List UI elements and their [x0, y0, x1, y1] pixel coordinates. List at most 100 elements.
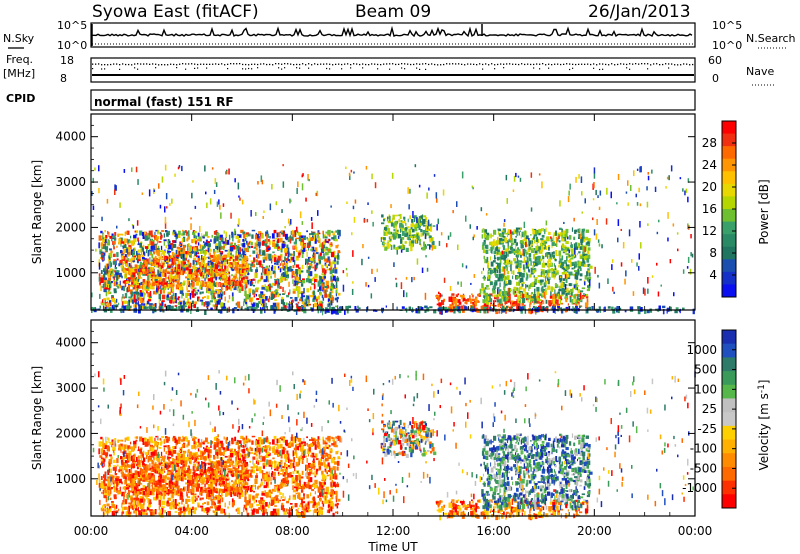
heatmap-cell [361, 258, 363, 266]
heatmap-cell [258, 245, 261, 249]
heatmap-cell [188, 262, 192, 267]
heatmap-cell [138, 277, 143, 279]
heatmap-cell [217, 264, 219, 268]
heatmap-cell [131, 299, 135, 304]
heatmap-cell [345, 305, 349, 310]
power-colorbar-label: Power [dB] [757, 179, 771, 244]
heatmap-cell [526, 292, 529, 296]
heatmap-cell [125, 248, 129, 253]
heatmap-cell [166, 206, 168, 209]
heatmap-cell [473, 274, 476, 278]
heatmap-cell [536, 286, 540, 292]
heatmap-cell [512, 251, 516, 254]
heatmap-cell [325, 458, 327, 462]
heatmap-cell [548, 246, 550, 251]
heatmap-cell [353, 171, 355, 174]
heatmap-cell [522, 297, 526, 303]
heatmap-cell [531, 282, 535, 287]
heatmap-cell [188, 268, 192, 275]
heatmap-cell [588, 276, 592, 281]
heatmap-cell [139, 268, 142, 274]
heatmap-cell [208, 265, 212, 268]
heatmap-cell [326, 303, 330, 307]
heatmap-cell [544, 292, 548, 295]
heatmap-cell [496, 252, 500, 255]
heatmap-cell [312, 276, 316, 279]
heatmap-cell [324, 258, 328, 262]
heatmap-cell [213, 267, 215, 270]
heatmap-cell [420, 215, 423, 219]
heatmap-cell [301, 244, 303, 249]
heatmap-cell [171, 282, 175, 287]
heatmap-cell [401, 306, 405, 309]
heatmap-cell [292, 273, 297, 277]
heatmap-cell [272, 239, 276, 242]
heatmap-cell [328, 258, 331, 266]
heatmap-cell [315, 298, 318, 302]
heatmap-cell [288, 292, 290, 296]
heatmap-cell [532, 270, 536, 274]
heatmap-cell [242, 250, 245, 255]
heatmap-cell [332, 437, 335, 440]
heatmap-cell [116, 488, 119, 493]
heatmap-cell [317, 444, 321, 449]
heatmap-cell [547, 285, 551, 290]
heatmap-cell [156, 283, 160, 288]
heatmap-cell [236, 277, 239, 281]
heatmap-cell [107, 436, 109, 441]
heatmap-cell [422, 232, 425, 236]
heatmap-cell [166, 295, 169, 301]
heatmap-cell [137, 243, 141, 246]
heatmap-cell [313, 465, 316, 470]
heatmap-cell [192, 278, 196, 282]
heatmap-cell [331, 287, 334, 291]
heatmap-cell [159, 266, 161, 271]
heatmap-cell [292, 231, 295, 238]
heatmap-cell [111, 296, 114, 299]
heatmap-cell [137, 294, 139, 301]
heatmap-cell [137, 297, 140, 301]
heatmap-cell [277, 304, 280, 310]
heatmap-cell [403, 227, 406, 231]
heatmap-cell [512, 275, 514, 280]
heatmap-cell [176, 297, 178, 300]
freq-unit: [MHz] [3, 67, 35, 80]
heatmap-cell [209, 300, 213, 303]
heatmap-cell [320, 308, 322, 313]
heatmap-cell [440, 309, 443, 315]
heatmap-cell [565, 266, 569, 270]
heatmap-cell [525, 251, 528, 255]
heatmap-cell [166, 285, 171, 288]
heatmap-cell [319, 256, 323, 260]
heatmap-cell [223, 484, 227, 487]
heatmap-cell [143, 300, 145, 304]
heatmap-cell [140, 292, 144, 297]
heatmap-cell [534, 277, 538, 279]
heatmap-cell [133, 304, 136, 308]
heatmap-cell [457, 244, 459, 251]
heatmap-cell [163, 256, 167, 261]
heatmap-cell [483, 289, 486, 293]
heatmap-cell [107, 469, 110, 476]
heatmap-cell [481, 229, 483, 233]
heatmap-cell [617, 306, 620, 309]
heatmap-cell [204, 277, 206, 282]
heatmap-cell [526, 273, 528, 278]
heatmap-cell [197, 242, 200, 246]
heatmap-cell [156, 275, 158, 278]
heatmap-cell [92, 205, 95, 210]
heatmap-cell [135, 250, 138, 256]
heatmap-cell [199, 299, 204, 302]
heatmap-cell [240, 281, 243, 285]
heatmap-cell [101, 247, 103, 249]
heatmap-cell [598, 282, 601, 289]
heatmap-cell [580, 240, 583, 245]
heatmap-cell [355, 308, 359, 313]
heatmap-cell [203, 234, 205, 237]
heatmap-cell [238, 255, 240, 259]
heatmap-cell [105, 263, 108, 268]
heatmap-cell [398, 214, 400, 217]
heatmap-cell [197, 289, 200, 292]
heatmap-cell [106, 507, 109, 509]
heatmap-cell [485, 306, 488, 309]
